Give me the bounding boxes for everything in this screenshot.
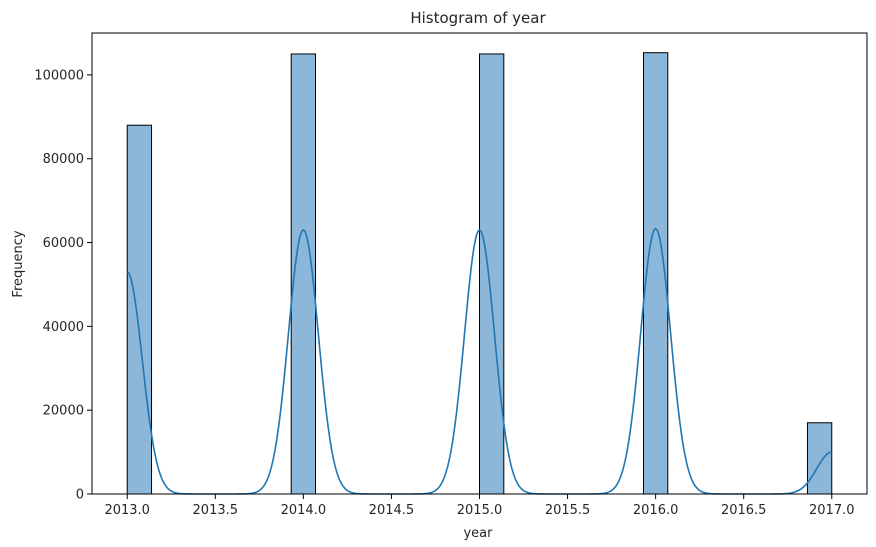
x-axis: 2013.0 2013.5 2014.0 2014.5 2015.0 2015.5 2016… [104,494,855,518]
x-tick-label: 2014.5 [369,503,415,518]
histogram-bar-3 [479,53,505,495]
histogram-bar-5 [806,422,833,495]
y-tick-label: 0 [76,488,84,503]
x-tick-label: 2013.0 [104,503,150,518]
bars-layer [126,52,833,495]
x-tick-label: 2016.0 [633,503,679,518]
x-tick-label: 2014.0 [281,503,327,518]
y-axis: 0 20000 40000 60000 80000 100000 [34,68,92,503]
chart-title: Histogram of year [410,9,546,27]
y-tick-label: 40000 [43,320,84,335]
x-tick-label: 2015.5 [545,503,591,518]
x-tick-label: 2015.0 [457,503,503,518]
y-tick-label: 60000 [43,236,84,251]
x-axis-title: year [463,526,493,541]
histogram-bar-4 [642,52,669,495]
x-tick-label: 2017.0 [809,503,855,518]
histogram-bar-2 [290,53,317,495]
histogram-bar-1 [126,124,153,495]
y-tick-label: 20000 [43,404,84,419]
y-tick-label: 80000 [43,152,84,167]
y-axis-title: Frequency [11,230,26,297]
x-tick-label: 2013.5 [193,503,239,518]
x-tick-label: 2016.5 [721,503,767,518]
y-tick-label: 100000 [34,68,84,83]
